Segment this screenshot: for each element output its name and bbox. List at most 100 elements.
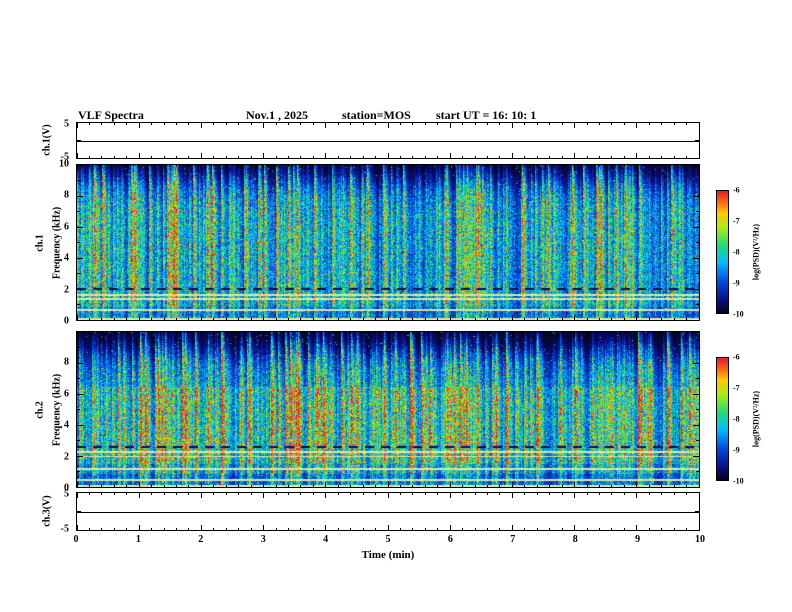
ch1-y-tick-label: 0: [64, 315, 69, 327]
axis-tick: [300, 318, 302, 320]
axis-tick: [151, 493, 153, 495]
axis-tick: [536, 493, 538, 495]
axis-tick: [312, 318, 314, 320]
axis-tick: [250, 156, 252, 158]
axis-tick: [325, 482, 327, 487]
axis-tick: [574, 123, 576, 128]
axis-tick: [648, 332, 650, 334]
axis-tick: [113, 528, 115, 530]
axis-tick: [77, 409, 80, 410]
axis-tick: [474, 493, 476, 495]
ch2-y-tick-label: 8: [64, 356, 69, 368]
axis-tick: [200, 315, 202, 320]
axis-tick: [163, 123, 165, 125]
axis-tick: [250, 318, 252, 320]
axis-tick: [325, 153, 327, 158]
colorbar-ch2: [716, 357, 729, 481]
axis-tick: [337, 528, 339, 530]
axis-tick: [225, 485, 227, 487]
axis-tick: [101, 156, 103, 158]
axis-tick: [300, 123, 302, 125]
axis-tick: [698, 332, 700, 337]
x-tick-label: 10: [695, 534, 705, 545]
ch1-y-tick-label: 8: [64, 189, 69, 201]
ch1-spectrogram-canvas: [77, 165, 699, 320]
axis-tick: [686, 485, 688, 487]
x-tick-label: 1: [135, 534, 141, 545]
axis-tick: [586, 123, 588, 125]
axis-tick: [487, 123, 489, 125]
axis-tick: [77, 511, 81, 512]
axis-tick: [661, 332, 663, 334]
axis-tick: [387, 123, 389, 128]
axis-tick: [325, 525, 327, 530]
axis-tick: [312, 493, 314, 495]
ch3v-y-tick-label: -5: [60, 523, 69, 535]
ch1-spectrogram-panel: [76, 164, 700, 321]
axis-tick: [693, 486, 699, 488]
axis-tick: [113, 123, 115, 125]
axis-tick: [362, 528, 364, 530]
axis-tick: [424, 318, 426, 320]
axis-tick: [250, 485, 252, 487]
axis-tick: [225, 528, 227, 530]
axis-tick: [76, 332, 78, 337]
axis-tick: [549, 493, 551, 495]
axis-tick: [387, 165, 389, 170]
axis-tick: [238, 318, 240, 320]
axis-tick: [586, 318, 588, 320]
axis-tick: [449, 332, 451, 337]
axis-tick: [275, 493, 277, 495]
axis-tick: [412, 485, 414, 487]
axis-tick: [77, 319, 83, 321]
axis-tick: [88, 123, 90, 125]
axis-tick: [623, 165, 625, 167]
axis-tick: [113, 165, 115, 167]
axis-tick: [287, 165, 289, 167]
axis-tick: [611, 332, 613, 334]
axis-tick: [686, 318, 688, 320]
axis-tick: [399, 485, 401, 487]
axis-tick: [188, 318, 190, 320]
axis-tick: [138, 165, 140, 170]
axis-tick: [163, 165, 165, 167]
axis-tick: [499, 332, 501, 334]
axis-tick: [225, 156, 227, 158]
axis-tick: [623, 485, 625, 487]
axis-tick: [574, 482, 576, 487]
axis-tick: [574, 315, 576, 320]
axis-tick: [362, 123, 364, 125]
axis-tick: [424, 493, 426, 495]
axis-tick: [213, 156, 215, 158]
axis-tick: [101, 332, 103, 334]
axis-tick: [462, 318, 464, 320]
axis-tick: [412, 493, 414, 495]
axis-tick: [151, 332, 153, 334]
axis-tick: [350, 165, 352, 167]
axis-tick: [648, 528, 650, 530]
colorbar-tick-label: -10: [733, 309, 744, 319]
axis-tick: [474, 528, 476, 530]
axis-tick: [76, 165, 78, 170]
ch2-channel-label: ch.2: [34, 401, 46, 419]
axis-tick: [673, 528, 675, 530]
axis-tick: [113, 485, 115, 487]
axis-tick: [126, 485, 128, 487]
axis-tick: [449, 525, 451, 530]
axis-tick: [312, 165, 314, 167]
axis-tick: [696, 347, 699, 348]
axis-tick: [449, 315, 451, 320]
axis-tick: [673, 485, 675, 487]
axis-tick: [462, 165, 464, 167]
axis-tick: [462, 156, 464, 158]
axis-tick: [437, 318, 439, 320]
axis-tick: [312, 485, 314, 487]
axis-tick: [200, 493, 202, 498]
axis-tick: [375, 332, 377, 334]
axis-tick: [362, 332, 364, 334]
axis-tick: [76, 153, 78, 158]
axis-tick: [350, 493, 352, 495]
axis-tick: [263, 482, 265, 487]
axis-tick: [549, 318, 551, 320]
axis-tick: [312, 156, 314, 158]
